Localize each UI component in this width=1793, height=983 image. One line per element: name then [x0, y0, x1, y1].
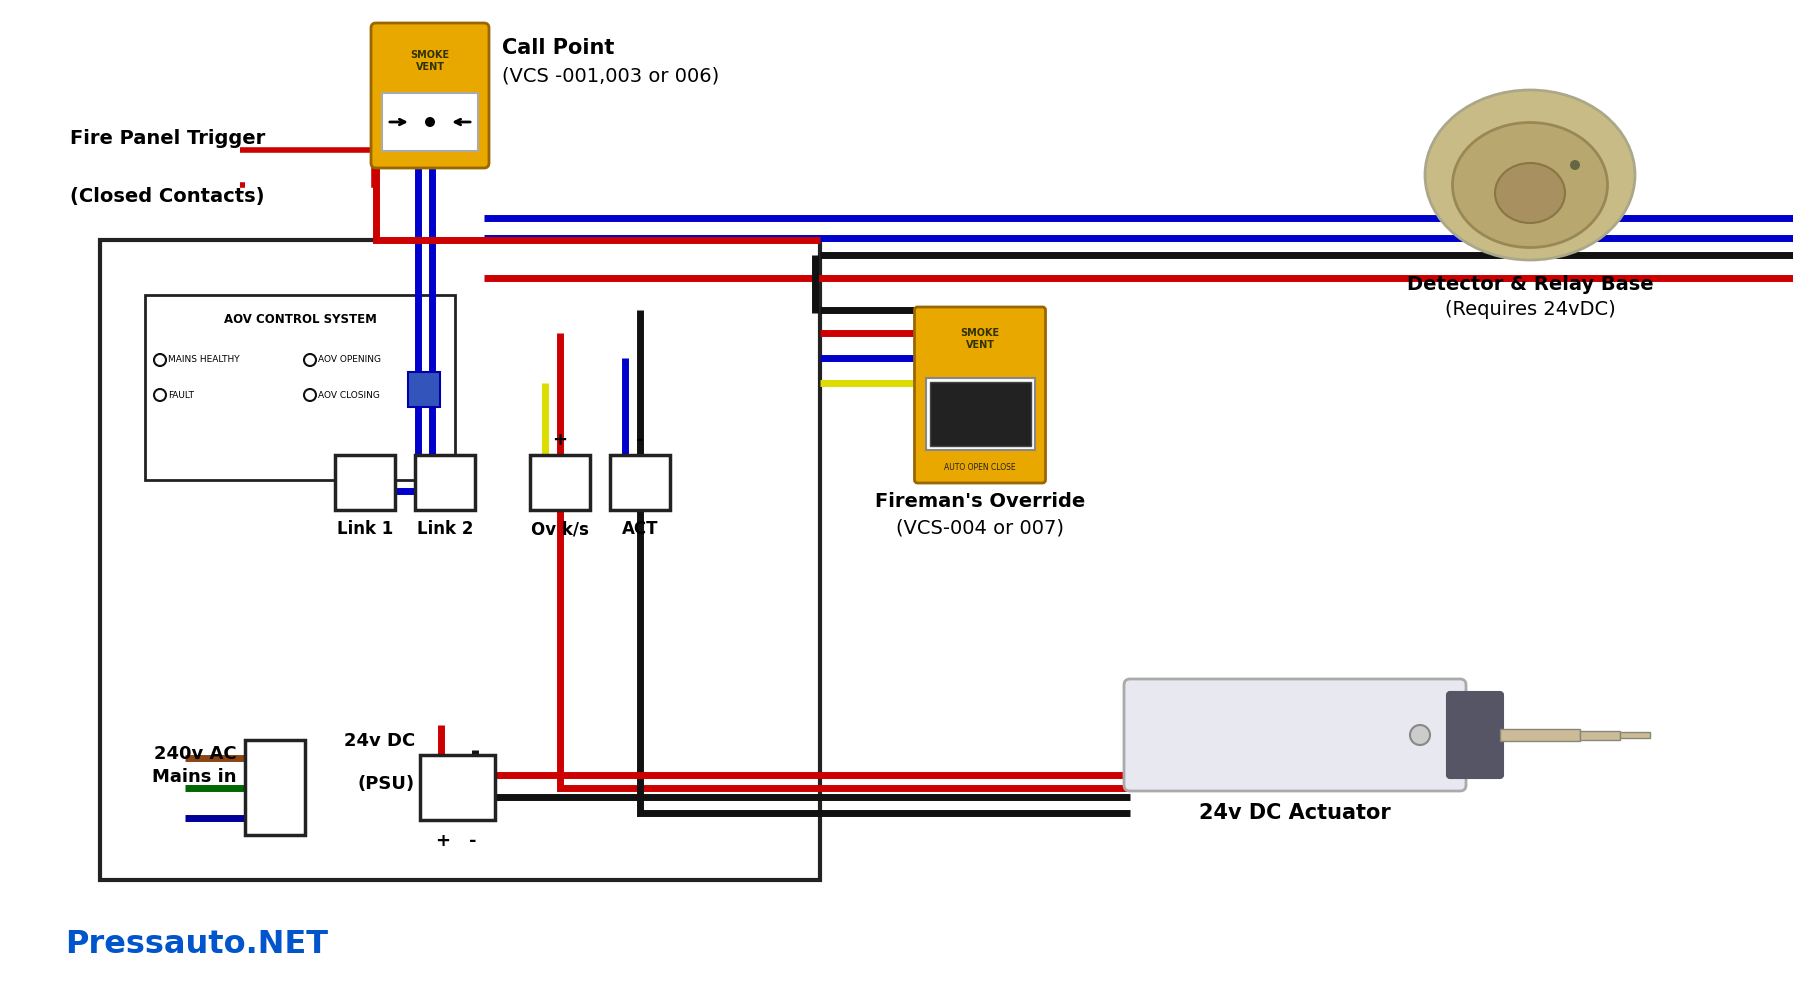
Text: SMOKE
VENT: SMOKE VENT	[411, 50, 450, 72]
Text: ACT: ACT	[622, 520, 658, 538]
Text: 24v DC Actuator: 24v DC Actuator	[1200, 803, 1391, 823]
FancyBboxPatch shape	[1447, 692, 1503, 778]
Text: AOV CLOSING: AOV CLOSING	[317, 390, 380, 399]
Circle shape	[154, 389, 167, 401]
Circle shape	[154, 354, 167, 366]
FancyBboxPatch shape	[925, 378, 1035, 450]
Text: Mains in: Mains in	[152, 768, 237, 786]
FancyBboxPatch shape	[145, 295, 455, 480]
FancyBboxPatch shape	[1580, 730, 1621, 739]
Text: MAINS HEALTHY: MAINS HEALTHY	[169, 356, 240, 365]
Text: Call Point: Call Point	[502, 38, 615, 58]
Ellipse shape	[1452, 123, 1608, 248]
FancyBboxPatch shape	[382, 93, 479, 151]
Text: +: +	[552, 431, 568, 449]
Circle shape	[1409, 725, 1431, 745]
FancyBboxPatch shape	[371, 23, 489, 168]
FancyBboxPatch shape	[914, 307, 1045, 483]
Text: SMOKE
VENT: SMOKE VENT	[961, 328, 999, 350]
Text: -: -	[468, 832, 477, 850]
FancyBboxPatch shape	[1621, 732, 1650, 738]
FancyBboxPatch shape	[610, 455, 671, 510]
Circle shape	[305, 389, 316, 401]
FancyBboxPatch shape	[409, 372, 439, 407]
FancyBboxPatch shape	[420, 755, 495, 820]
Ellipse shape	[1495, 163, 1565, 223]
Text: (Requires 24vDC): (Requires 24vDC)	[1445, 300, 1615, 319]
Text: 24v DC: 24v DC	[344, 732, 414, 750]
Text: -: -	[637, 431, 644, 449]
FancyBboxPatch shape	[531, 455, 590, 510]
FancyBboxPatch shape	[100, 240, 819, 880]
Text: Ov k/s: Ov k/s	[531, 520, 588, 538]
Text: (Closed Contacts): (Closed Contacts)	[70, 187, 265, 206]
FancyBboxPatch shape	[246, 740, 305, 835]
Text: FAULT: FAULT	[169, 390, 194, 399]
Text: AOV OPENING: AOV OPENING	[317, 356, 380, 365]
Text: Link 2: Link 2	[416, 520, 473, 538]
Circle shape	[305, 354, 316, 366]
Text: (VCS -001,003 or 006): (VCS -001,003 or 006)	[502, 66, 719, 85]
FancyBboxPatch shape	[929, 382, 1031, 446]
Circle shape	[1571, 160, 1580, 170]
FancyBboxPatch shape	[414, 455, 475, 510]
Circle shape	[425, 117, 436, 127]
Text: (PSU): (PSU)	[359, 775, 414, 793]
Ellipse shape	[1425, 90, 1635, 260]
Text: +: +	[436, 832, 450, 850]
Text: AOV CONTROL SYSTEM: AOV CONTROL SYSTEM	[224, 313, 377, 326]
Text: Fire Panel Trigger: Fire Panel Trigger	[70, 129, 265, 148]
Text: Link 1: Link 1	[337, 520, 393, 538]
Text: Pressauto.NET: Pressauto.NET	[65, 929, 328, 960]
Text: 240v AC: 240v AC	[154, 745, 237, 763]
Text: AUTO OPEN CLOSE: AUTO OPEN CLOSE	[945, 463, 1017, 472]
FancyBboxPatch shape	[1124, 679, 1467, 791]
Text: Fireman's Override: Fireman's Override	[875, 492, 1085, 511]
FancyBboxPatch shape	[335, 455, 394, 510]
FancyBboxPatch shape	[1501, 729, 1580, 741]
Text: (VCS-004 or 007): (VCS-004 or 007)	[896, 518, 1063, 537]
Text: Detector & Relay Base: Detector & Relay Base	[1408, 275, 1653, 294]
